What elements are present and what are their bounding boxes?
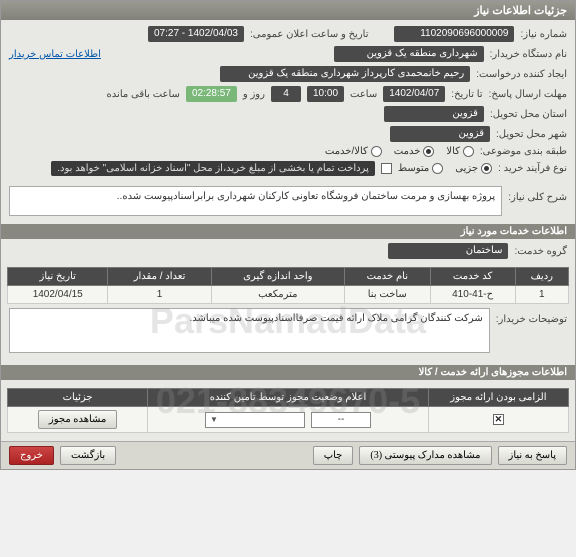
th-index: ردیف (515, 268, 568, 286)
th-qty: تعداد / مقدار (108, 268, 211, 286)
th-required: الزامی بودن ارائه مجوز (428, 389, 568, 407)
back-button[interactable]: بازگشت (60, 446, 116, 465)
category-label: طبقه بندی موضوعی: (480, 146, 567, 157)
radio-both-label: کالا/خدمت (325, 146, 368, 157)
purchase-note: پرداخت تمام یا بخشی از مبلغ خرید،از محل … (51, 161, 375, 176)
service-group-value: ساختمان (388, 243, 508, 259)
buyer-notes-box: شرکت کنندگان گرامی ملاک ارائه قیمت صرفاا… (9, 308, 490, 353)
radio-medium[interactable]: متوسط (398, 163, 443, 174)
form-section: شماره نیاز: 1102090696000009 تاریخ و ساع… (1, 20, 575, 186)
th-details: جزئیات (8, 389, 148, 407)
announce-label: تاریخ و ساعت اعلان عمومی: (250, 29, 369, 40)
deadline-date: 1402/04/07 (383, 86, 445, 102)
permits-table: الزامی بودن ارائه مجوز اعلام وضعیت مجوز … (7, 388, 569, 433)
time-label-1: ساعت (350, 89, 377, 100)
province-label: استان محل تحویل: (490, 109, 567, 120)
category-radio-group: کالا خدمت کالا/خدمت (325, 146, 474, 157)
need-number-label: شماره نیاز: (520, 29, 567, 40)
permit-status-cell: -- ▼ (148, 407, 429, 433)
footer-bar: پاسخ به نیاز مشاهده مدارک پیوستی (3) چاپ… (1, 441, 575, 469)
td-index: 1 (515, 286, 568, 304)
main-panel: جزئیات اطلاعات نیاز شماره نیاز: 11020906… (0, 0, 576, 470)
docs-button[interactable]: مشاهده مدارک پیوستی (3) (359, 446, 491, 465)
description-box: پروژه بهسازی و مرمت ساختمان فروشگاه تعاو… (9, 186, 502, 216)
services-header: اطلاعات خدمات مورد نیاز (1, 224, 575, 239)
td-code: ح-41-410 (430, 286, 515, 304)
permit-details-cell: مشاهده مجوز (8, 407, 148, 433)
creator-label: ایجاد کننده درخواست: (476, 69, 567, 80)
deadline-label: مهلت ارسال پاسخ: (489, 89, 567, 100)
table-header-row: ردیف کد خدمت نام خدمت واحد اندازه گیری ت… (8, 268, 569, 286)
radio-minor-label: جزیی (455, 163, 478, 174)
radio-medium-label: متوسط (398, 163, 429, 174)
desc-label: شرح کلی نیاز: (508, 186, 567, 203)
radio-icon (481, 163, 492, 174)
td-qty: 1 (108, 286, 211, 304)
radio-icon (432, 163, 443, 174)
td-unit: مترمکعب (211, 286, 344, 304)
status-select[interactable]: ▼ (205, 412, 305, 428)
purchase-type-label: نوع فرآیند خرید : (498, 163, 567, 174)
permit-row: -- ▼ مشاهده مجوز (8, 407, 569, 433)
buyer-label: نام دستگاه خریدار: (490, 49, 567, 60)
radio-service[interactable]: خدمت (394, 146, 435, 157)
radio-icon (371, 146, 382, 157)
permits-header: اطلاعات مجوزهای ارائه خدمت / کالا (1, 365, 575, 380)
th-unit: واحد اندازه گیری (211, 268, 344, 286)
radio-both[interactable]: کالا/خدمت (325, 146, 382, 157)
th-status: اعلام وضعیت مجوز توسط تامین کننده (148, 389, 429, 407)
permit-required-cell (428, 407, 568, 433)
chevron-down-icon: ▼ (210, 415, 218, 424)
countdown: 02:28:57 (186, 86, 237, 102)
deadline-time: 10:00 (307, 86, 344, 102)
service-group-label: گروه خدمت: (514, 246, 567, 257)
permit-header-row: الزامی بودن ارائه مجوز اعلام وضعیت مجوز … (8, 389, 569, 407)
td-name: ساخت بنا (344, 286, 430, 304)
radio-minor[interactable]: جزیی (455, 163, 492, 174)
panel-title: جزئیات اطلاعات نیاز (1, 1, 575, 20)
treasury-checkbox[interactable] (381, 163, 392, 174)
exit-button[interactable]: خروج (9, 446, 54, 465)
print-button[interactable]: چاپ (313, 446, 354, 465)
th-code: کد خدمت (430, 268, 515, 286)
reply-button[interactable]: پاسخ به نیاز (498, 446, 568, 465)
radio-icon (463, 146, 474, 157)
required-checkbox (493, 414, 504, 425)
radio-service-label: خدمت (394, 146, 421, 157)
announce-value: 1402/04/03 - 07:27 (148, 26, 244, 42)
purchase-type-group: جزیی متوسط (398, 163, 492, 174)
days-value: 4 (271, 86, 301, 102)
th-date: تاریخ نیاز (8, 268, 108, 286)
buyer-value: شهرداری منطقه یک قزوین (334, 46, 484, 62)
remaining-label: ساعت باقی مانده (107, 89, 180, 100)
buyer-notes-label: توضیحات خریدار: (496, 308, 567, 325)
until-label: تا تاریخ: (451, 89, 482, 100)
view-permit-button[interactable]: مشاهده مجوز (38, 410, 117, 429)
services-table: ردیف کد خدمت نام خدمت واحد اندازه گیری ت… (7, 267, 569, 304)
days-suffix: روز و (243, 89, 265, 100)
radio-goods-label: کالا (446, 146, 460, 157)
province-value: قزوین (384, 106, 484, 122)
td-date: 1402/04/15 (8, 286, 108, 304)
radio-icon (423, 146, 434, 157)
creator-value: رحیم خانمحمدی کارپرداز شهرداری منطقه یک … (220, 66, 470, 82)
status-text: -- (311, 412, 371, 428)
city-label: شهر محل تحویل: (496, 129, 567, 140)
need-number-value: 1102090696000009 (394, 26, 514, 42)
table-row[interactable]: 1 ح-41-410 ساخت بنا مترمکعب 1 1402/04/15 (8, 286, 569, 304)
contact-link[interactable]: اطلاعات تماس خریدار (9, 49, 101, 60)
city-value: قزوین (390, 126, 490, 142)
radio-goods[interactable]: کالا (446, 146, 474, 157)
th-name: نام خدمت (344, 268, 430, 286)
